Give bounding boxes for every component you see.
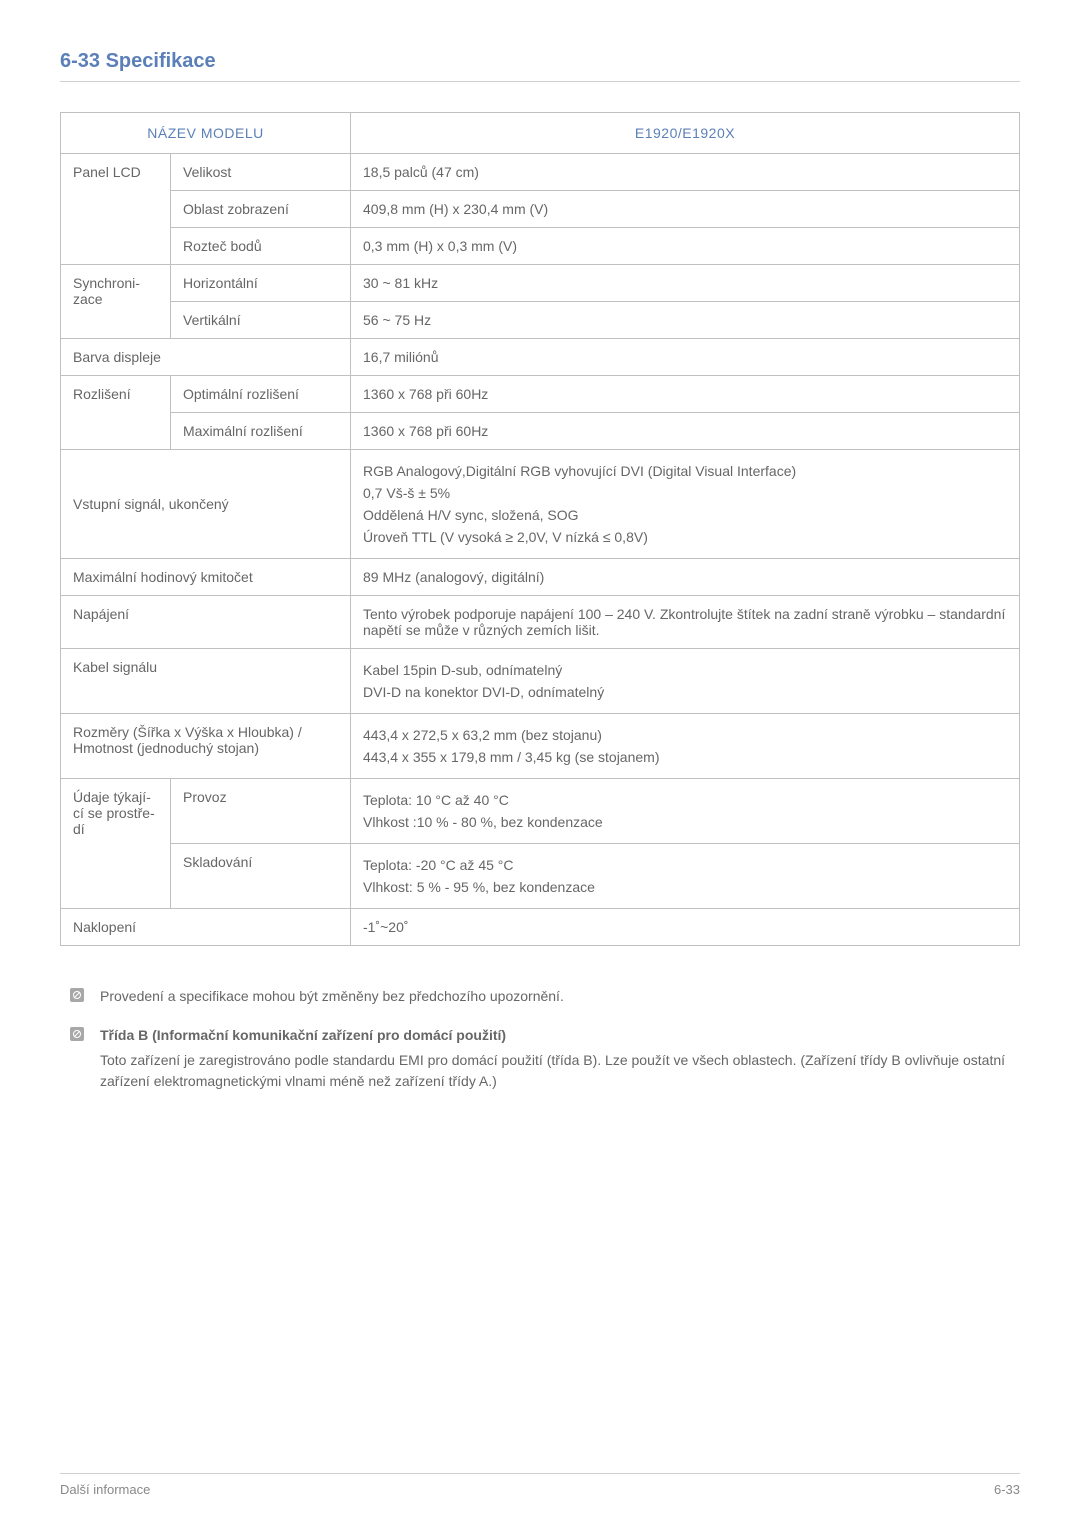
rozliseni-label: Rozlišení bbox=[61, 376, 171, 450]
note-block-2: Třída B (Informační komunikační zařízení… bbox=[70, 1025, 1020, 1092]
vstupni-label: Vstupní signál, ukončený bbox=[61, 450, 351, 559]
kabel-value: Kabel 15pin D-sub, odnímatelný DVI-D na … bbox=[351, 649, 1020, 714]
vstupni-value: RGB Analogový,Digitální RGB vyhovující D… bbox=[351, 450, 1020, 559]
rozmery-line2: 443,4 x 355 x 179,8 mm / 3,45 kg (se sto… bbox=[363, 746, 1007, 768]
panel-lcd-label: Panel LCD bbox=[61, 154, 171, 265]
roztec-value: 0,3 mm (H) x 0,3 mm (V) bbox=[351, 228, 1020, 265]
barva-value: 16,7 miliónů bbox=[351, 339, 1020, 376]
provoz-value: Teplota: 10 °C až 40 °C Vlhkost :10 % - … bbox=[351, 779, 1020, 844]
kabel-label: Kabel signálu bbox=[61, 649, 351, 714]
sklad-line1: Teplota: -20 °C až 45 °C bbox=[363, 854, 1007, 876]
sklad-line2: Vlhkost: 5 % - 95 %, bez kondenzace bbox=[363, 876, 1007, 898]
footer-left: Další informace bbox=[60, 1482, 150, 1497]
rozmery-value: 443,4 x 272,5 x 63,2 mm (bez stojanu) 44… bbox=[351, 714, 1020, 779]
note-icon bbox=[70, 988, 84, 1002]
max-value: 1360 x 768 při 60Hz bbox=[351, 413, 1020, 450]
header-model-name: NÁZEV MODELU bbox=[61, 113, 351, 154]
kabel-line2: DVI-D na konektor DVI-D, odnímatelný bbox=[363, 681, 1007, 703]
horiz-label: Horizontální bbox=[171, 265, 351, 302]
spec-table: NÁZEV MODELU E1920/E1920X Panel LCD Veli… bbox=[60, 112, 1020, 946]
max-label: Maximální rozlišení bbox=[171, 413, 351, 450]
header-model-value: E1920/E1920X bbox=[351, 113, 1020, 154]
provoz-label: Provoz bbox=[171, 779, 351, 844]
udaje-label-line1: Údaje týkají- bbox=[73, 789, 158, 805]
section-heading: 6-33 Specifikace bbox=[60, 50, 1020, 82]
barva-label: Barva displeje bbox=[61, 339, 351, 376]
vstupni-line1: RGB Analogový,Digitální RGB vyhovující D… bbox=[363, 460, 1007, 482]
note-block-1: Provedení a specifikace mohou být změněn… bbox=[70, 986, 1020, 1007]
note2-title: Třída B (Informační komunikační zařízení… bbox=[100, 1025, 1020, 1046]
sklad-label: Skladování bbox=[171, 844, 351, 909]
opt-label: Optimální rozlišení bbox=[171, 376, 351, 413]
vstupni-line2: 0,7 Vš-š ± 5% bbox=[363, 482, 1007, 504]
oblast-value: 409,8 mm (H) x 230,4 mm (V) bbox=[351, 191, 1020, 228]
maxhod-label: Maximální hodinový kmitočet bbox=[61, 559, 351, 596]
vert-label: Vertikální bbox=[171, 302, 351, 339]
page-footer: Další informace 6-33 bbox=[60, 1473, 1020, 1497]
note1-text: Provedení a specifikace mohou být změněn… bbox=[100, 986, 564, 1007]
naklopeni-label: Naklopení bbox=[61, 909, 351, 946]
note-icon bbox=[70, 1027, 84, 1041]
velikost-value: 18,5 palců (47 cm) bbox=[351, 154, 1020, 191]
horiz-value: 30 ~ 81 kHz bbox=[351, 265, 1020, 302]
opt-value: 1360 x 768 při 60Hz bbox=[351, 376, 1020, 413]
vstupni-line4: Úroveň TTL (V vysoká ≥ 2,0V, V nízká ≤ 0… bbox=[363, 526, 1007, 548]
kabel-line1: Kabel 15pin D-sub, odnímatelný bbox=[363, 659, 1007, 681]
sync-label-line1: Synchroni- bbox=[73, 275, 158, 291]
udaje-label-line2: cí se prostře- bbox=[73, 805, 158, 821]
sync-label-line2: zace bbox=[73, 291, 158, 307]
rozmery-label: Rozměry (Šířka x Výška x Hloubka) / Hmot… bbox=[61, 714, 351, 779]
footer-right: 6-33 bbox=[994, 1482, 1020, 1497]
naklopeni-value: -1˚~20˚ bbox=[351, 909, 1020, 946]
udaje-label-line3: dí bbox=[73, 821, 158, 837]
napajeni-label: Napájení bbox=[61, 596, 351, 649]
maxhod-value: 89 MHz (analogový, digitální) bbox=[351, 559, 1020, 596]
velikost-label: Velikost bbox=[171, 154, 351, 191]
rozmery-line1: 443,4 x 272,5 x 63,2 mm (bez stojanu) bbox=[363, 724, 1007, 746]
roztec-label: Rozteč bodů bbox=[171, 228, 351, 265]
udaje-label: Údaje týkají- cí se prostře- dí bbox=[61, 779, 171, 909]
provoz-line1: Teplota: 10 °C až 40 °C bbox=[363, 789, 1007, 811]
provoz-line2: Vlhkost :10 % - 80 %, bez kondenzace bbox=[363, 811, 1007, 833]
vstupni-line3: Oddělená H/V sync, složená, SOG bbox=[363, 504, 1007, 526]
sync-label: Synchroni- zace bbox=[61, 265, 171, 339]
vert-value: 56 ~ 75 Hz bbox=[351, 302, 1020, 339]
note2-body: Toto zařízení je zaregistrováno podle st… bbox=[100, 1050, 1020, 1092]
sklad-value: Teplota: -20 °C až 45 °C Vlhkost: 5 % - … bbox=[351, 844, 1020, 909]
napajeni-value: Tento výrobek podporuje napájení 100 – 2… bbox=[351, 596, 1020, 649]
oblast-label: Oblast zobrazení bbox=[171, 191, 351, 228]
